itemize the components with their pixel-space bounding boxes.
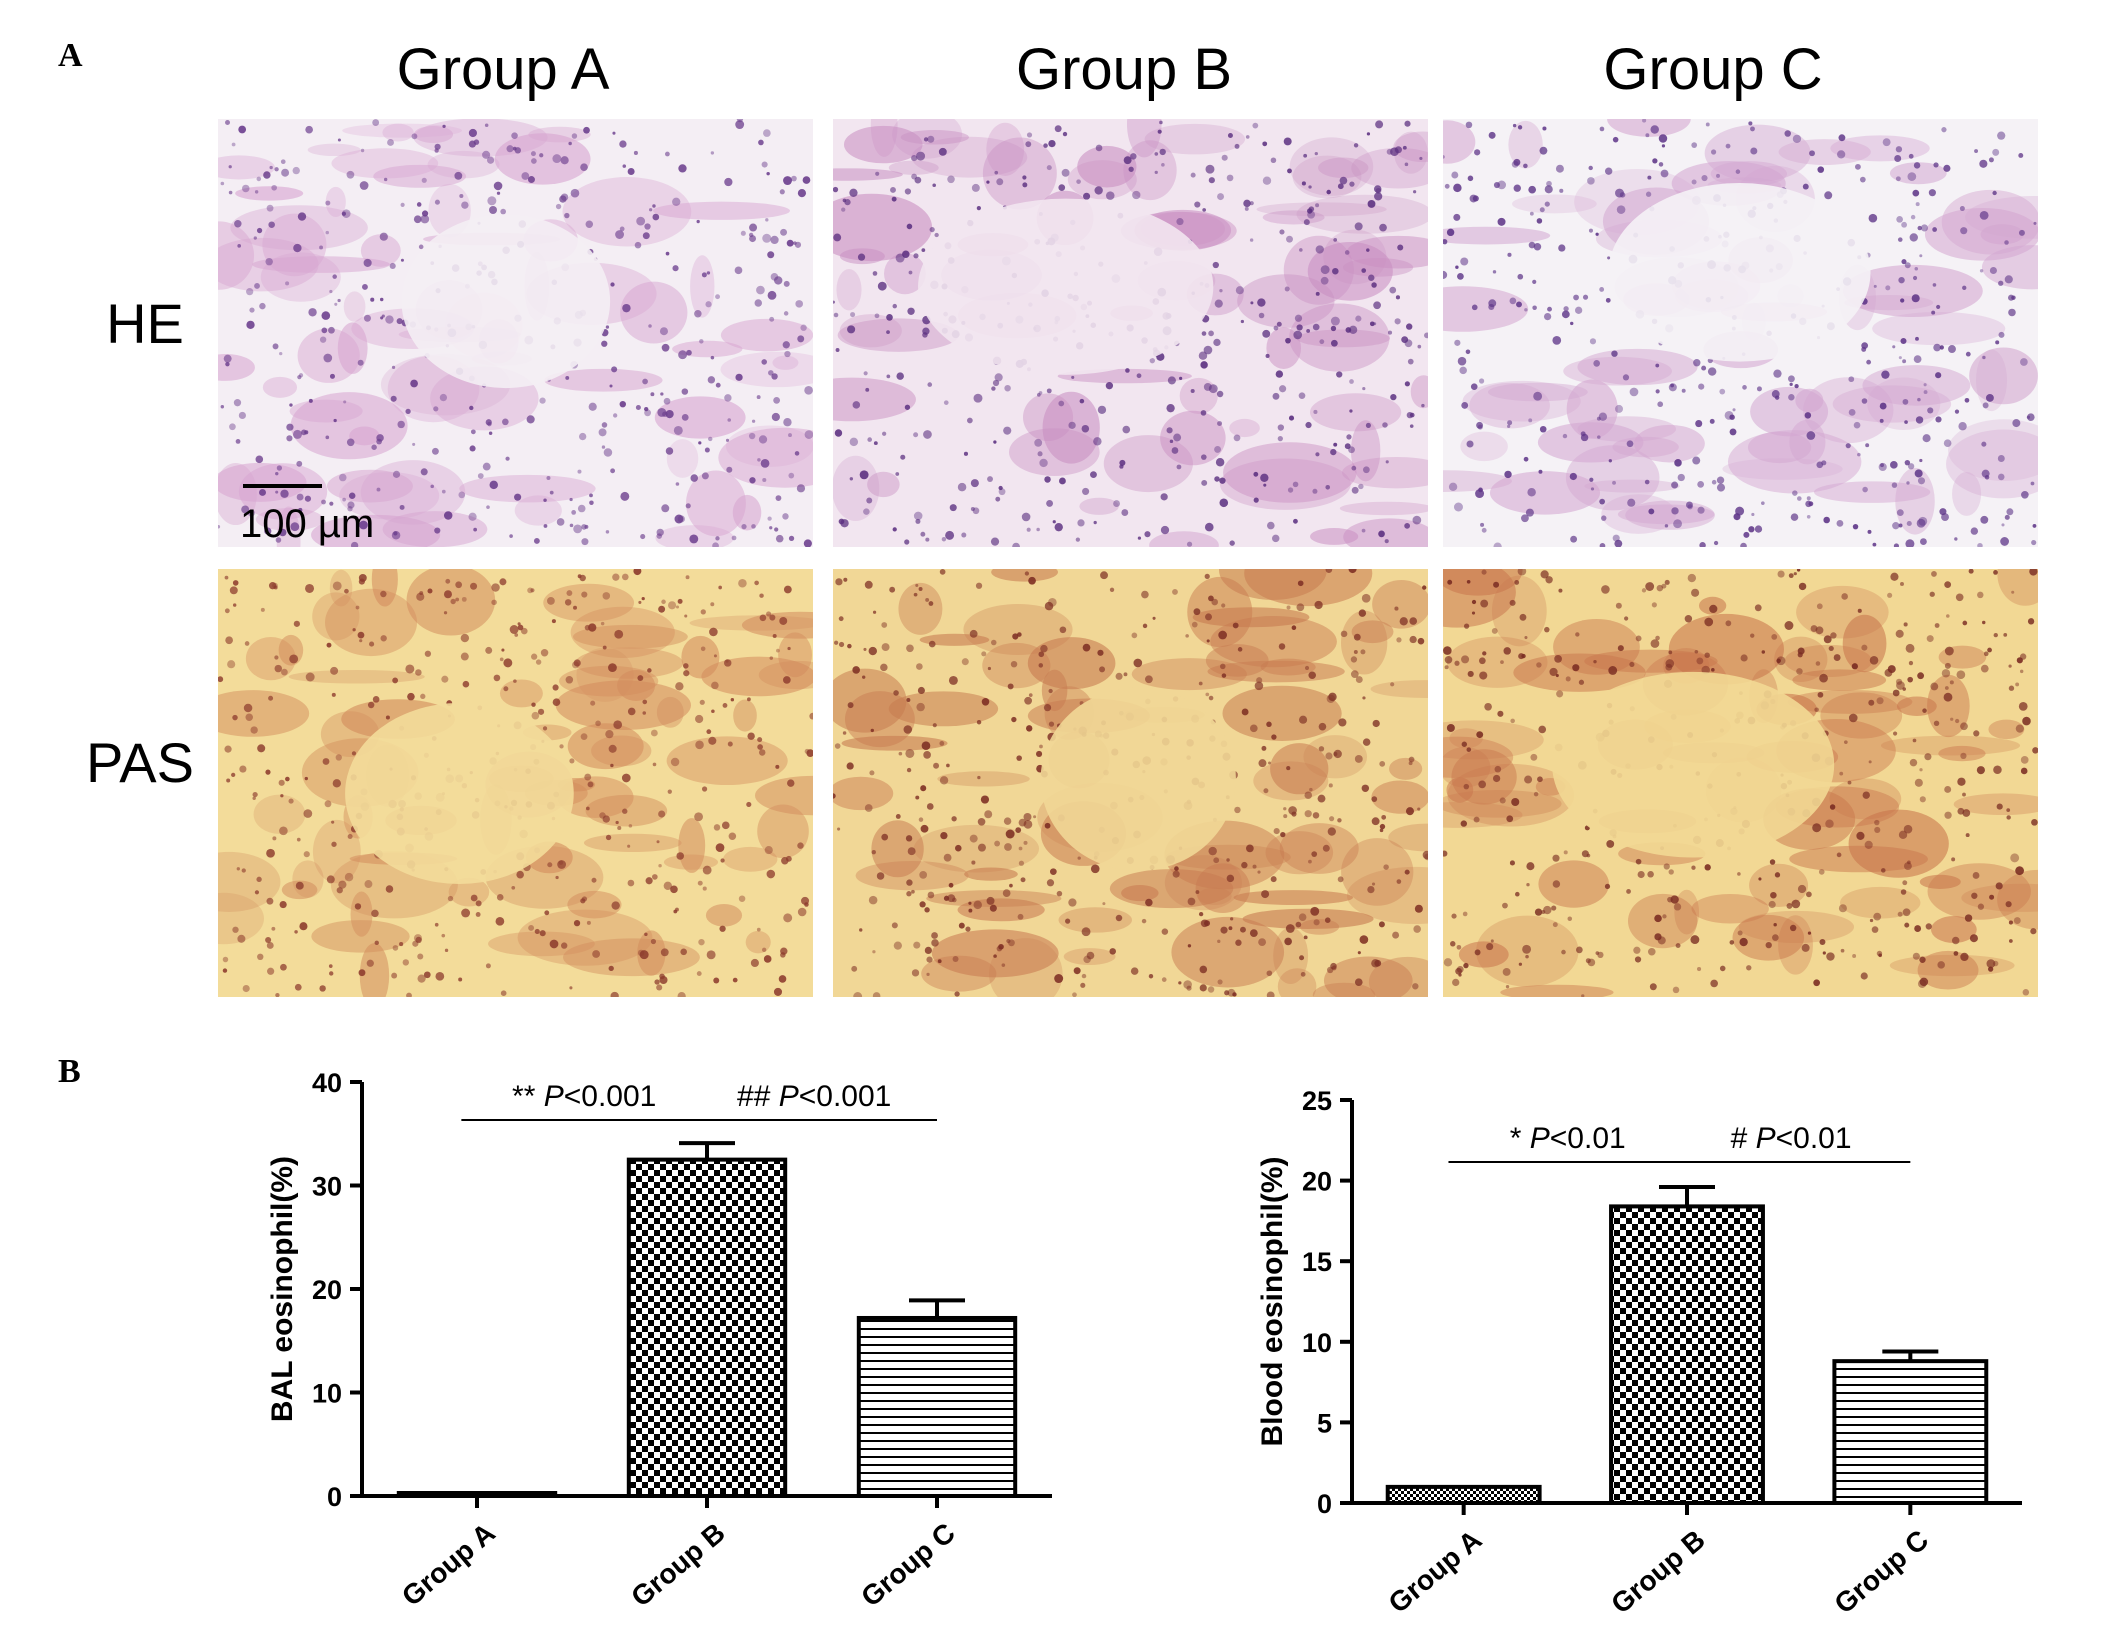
y-axis-title: Blood eosinophil(%): [1256, 1157, 1289, 1447]
category-label: Group B: [1605, 1524, 1711, 1620]
column-title-group-c: Group C: [1603, 37, 1822, 102]
significance-label: * P<0.01: [1510, 1122, 1626, 1155]
category-label: Group C: [855, 1517, 961, 1613]
significance-label: # P<0.01: [1731, 1122, 1852, 1155]
column-title-group-a: Group A: [397, 37, 610, 102]
panel-b-letter: B: [58, 1053, 81, 1090]
y-tick-label: 0: [327, 1482, 342, 1512]
category-label: Group A: [396, 1517, 501, 1612]
significance-label: ** P<0.001: [512, 1080, 656, 1113]
y-tick-label: 15: [1302, 1247, 1332, 1277]
category-label: Group B: [625, 1517, 731, 1613]
y-tick-label: 0: [1317, 1489, 1332, 1519]
micrograph-pas-group-a: [218, 569, 813, 997]
micrograph-he-group-b: [833, 119, 1428, 547]
bar-group-c: [1832, 1359, 1989, 1506]
micrograph-grid: [218, 119, 2038, 997]
micrograph-he-group-c: [1443, 119, 2038, 547]
bar-group-b: [626, 1157, 788, 1498]
bar-group-a: [1385, 1484, 1542, 1506]
y-tick-label: 5: [1317, 1408, 1332, 1438]
significance-label: ## P<0.001: [737, 1080, 891, 1113]
y-tick-label: 30: [312, 1172, 342, 1202]
category-label: Group C: [1828, 1524, 1934, 1620]
bar-group-b: [1609, 1204, 1765, 1505]
row-title-pas: PAS: [86, 731, 194, 794]
category-label: Group A: [1383, 1524, 1488, 1619]
micrograph-pas-group-c: [1443, 569, 2038, 997]
micrograph-he-group-a: [218, 119, 813, 547]
blood-eosinophil-chart: 0 5 10 15 20 25 Blood eosinophil(%) Group A Grou…: [1256, 1086, 2022, 1620]
column-title-group-b: Group B: [1016, 37, 1232, 102]
y-tick-label: 10: [312, 1379, 342, 1409]
y-tick-label: 20: [1302, 1167, 1332, 1197]
y-tick-label: 20: [312, 1275, 342, 1305]
y-tick-label: 10: [1302, 1328, 1332, 1358]
micrograph-pas-group-b: [833, 569, 1428, 997]
bar-group-a: [396, 1491, 558, 1498]
y-axis-title: BAL eosinophil(%): [266, 1156, 299, 1422]
y-tick-label: 40: [312, 1068, 342, 1098]
row-title-he: HE: [106, 292, 184, 355]
y-tick-label: 25: [1302, 1086, 1332, 1116]
bal-eosinophil-chart: 0 10 20 30 40 BAL eosinophil(%) Group A Group B…: [266, 1068, 1052, 1613]
scale-bar-label: 100 µm: [240, 502, 374, 546]
bar-group-c: [856, 1315, 1018, 1498]
panel-a-letter: A: [58, 37, 83, 74]
